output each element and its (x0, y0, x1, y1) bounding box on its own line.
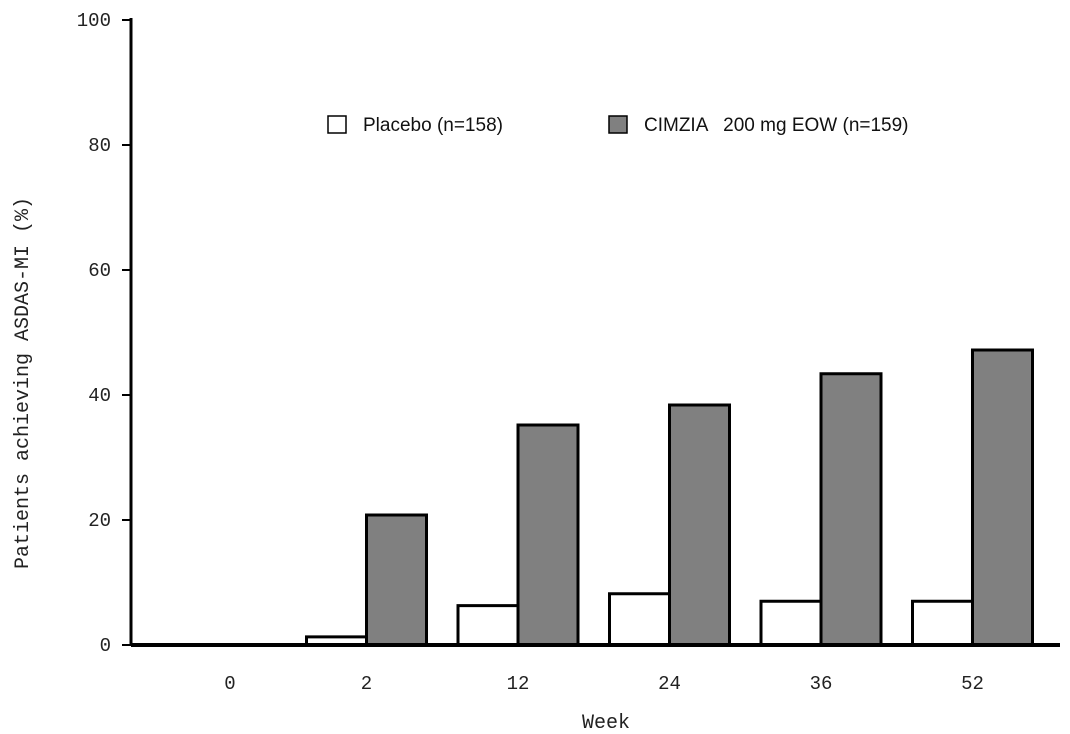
y-tick-label: 40 (88, 385, 111, 407)
bar-cimzia-week-12 (516, 423, 580, 647)
bar-cimzia-week-36 (819, 372, 883, 647)
x-tick-label: 52 (961, 673, 984, 695)
x-tick-label: 24 (658, 673, 681, 695)
legend: Placebo (n=158) CIMZIA 200 mg EOW (n=159… (327, 115, 909, 136)
legend-swatch-placebo (327, 115, 347, 134)
bar-cimzia-week-52 (971, 348, 1034, 647)
x-tick-label: 0 (224, 673, 235, 695)
bar-placebo-week-36 (759, 599, 823, 647)
y-tick-label: 60 (88, 260, 111, 282)
bar-placebo-week-52 (911, 599, 974, 647)
x-tick-label: 12 (507, 673, 530, 695)
y-tick-label: 0 (100, 635, 111, 657)
x-axis-ticks: 0 2 12 24 36 52 (224, 673, 984, 695)
x-axis-title: Week (582, 712, 630, 734)
legend-label-placebo: Placebo (n=158) (363, 115, 503, 136)
y-tick-label: 100 (77, 10, 111, 32)
y-tick-label: 20 (88, 510, 111, 532)
legend-label-cimzia: CIMZIA 200 mg EOW (n=159) (644, 115, 909, 136)
bar-cimzia-week-2 (365, 513, 428, 647)
x-tick-label: 2 (361, 673, 372, 695)
bar-placebo-week-12 (456, 604, 520, 647)
y-tick-label: 80 (88, 135, 111, 157)
bar-cimzia-week-24 (668, 403, 731, 647)
y-axis-title: Patients achieving ASDAS-MI (%) (12, 197, 35, 569)
y-axis-ticks: 0 20 40 60 80 100 (77, 10, 131, 657)
x-tick-label: 36 (810, 673, 833, 695)
bars-group (305, 348, 1034, 647)
legend-swatch-cimzia (608, 115, 628, 134)
bar-placebo-week-24 (608, 592, 671, 647)
